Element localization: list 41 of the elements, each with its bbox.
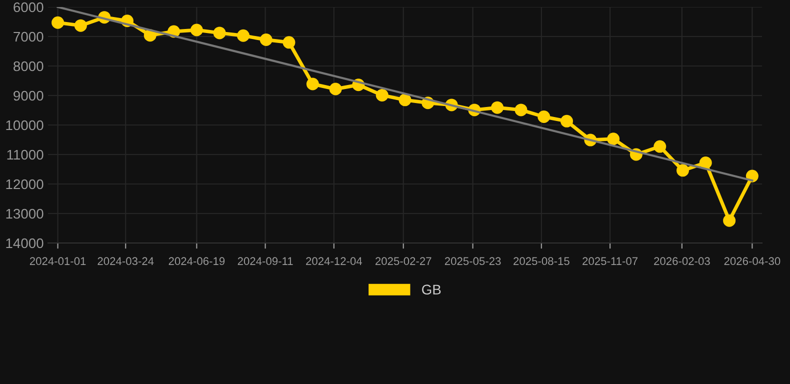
point <box>699 156 712 170</box>
point <box>190 24 203 36</box>
x-tick-label: 2025-05-23 <box>444 257 501 266</box>
y-tick-label: 6000 <box>14 2 44 12</box>
y-tick-label: 11000 <box>7 150 44 160</box>
point <box>213 26 226 40</box>
point <box>514 104 528 116</box>
x-tick-label: 2024-03-24 <box>98 257 154 266</box>
legend-label: GB <box>422 284 441 295</box>
x-tick-label: 2025-11-07 <box>582 257 638 266</box>
point <box>236 29 250 42</box>
point <box>398 94 412 106</box>
x-tick-label: 2024-12-04 <box>306 257 362 266</box>
y-tick-label: 9000 <box>14 90 44 101</box>
point <box>607 132 620 146</box>
point <box>376 88 388 102</box>
point <box>723 214 736 227</box>
point <box>260 33 272 46</box>
x-tick-label: 2025-08-15 <box>514 257 570 266</box>
point <box>560 114 574 128</box>
point <box>654 140 666 153</box>
point <box>329 82 342 96</box>
y-tick-label: 14000 <box>6 238 44 248</box>
point <box>282 36 296 49</box>
point <box>676 164 690 177</box>
y-tick-label: 12000 <box>6 179 44 190</box>
point <box>538 110 550 123</box>
x-tick-label: 2026-02-03 <box>654 257 710 266</box>
y-tick-label: 10000 <box>6 120 44 130</box>
x-tick-label: 2026-04-30 <box>724 257 780 266</box>
x-tick-label: 2024-06-19 <box>168 257 225 266</box>
point <box>74 19 87 32</box>
point <box>306 78 319 90</box>
y-tick-label: 7000 <box>14 32 44 42</box>
point <box>491 101 504 114</box>
point <box>52 16 64 29</box>
x-tick-label: 2024-01-01 <box>30 257 86 266</box>
x-tick-label: 2025-02-27 <box>376 257 432 266</box>
y-tick-label: 13000 <box>6 208 44 219</box>
x-tick-label: 2024-09-11 <box>238 257 293 266</box>
y-tick-label: 8000 <box>14 61 44 72</box>
